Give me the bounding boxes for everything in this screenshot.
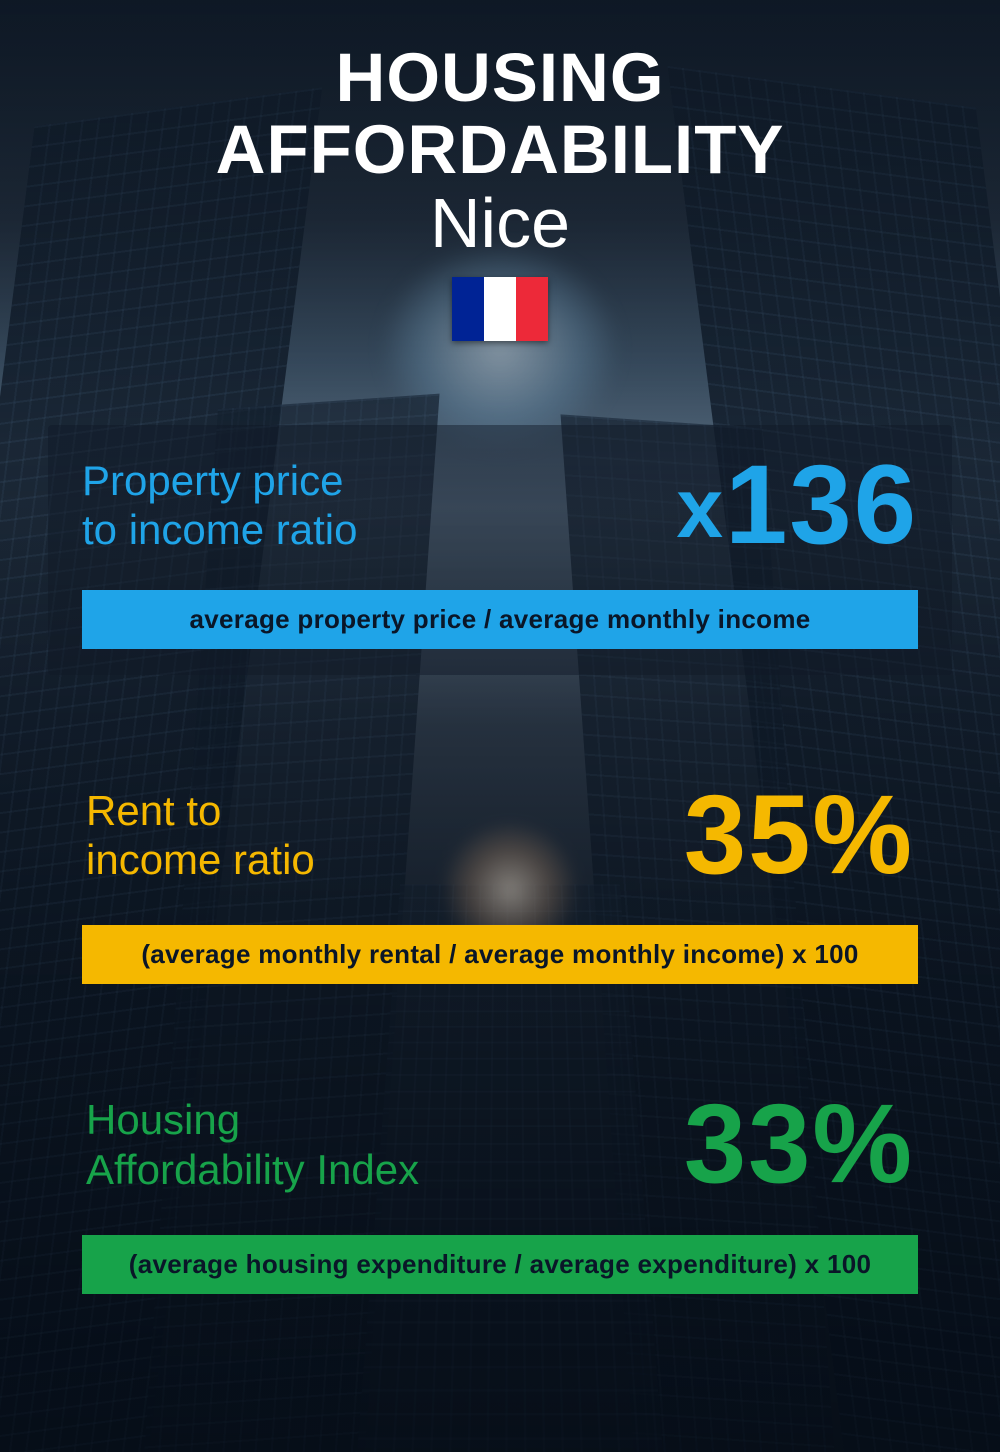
flag-stripe-white bbox=[484, 277, 516, 341]
metric-head: HousingAffordability Index 33% bbox=[82, 1094, 918, 1195]
metric-value: x136 bbox=[676, 455, 918, 556]
metric-value-number: 136 bbox=[725, 442, 918, 567]
metric-value: 33% bbox=[684, 1094, 914, 1195]
metric-label: Rent toincome ratio bbox=[86, 786, 315, 885]
metric-label: HousingAffordability Index bbox=[86, 1095, 419, 1194]
metric-card-affordability-index: HousingAffordability Index 33% (average … bbox=[48, 1094, 952, 1294]
flag-stripe-red bbox=[516, 277, 548, 341]
formula-bar: (average monthly rental / average monthl… bbox=[82, 925, 918, 984]
metric-value-prefix: x bbox=[676, 461, 725, 555]
formula-bar: (average housing expenditure / average e… bbox=[82, 1235, 918, 1294]
formula-bar: average property price / average monthly… bbox=[82, 590, 918, 649]
main-title: HOUSING AFFORDABILITY bbox=[48, 42, 952, 187]
metric-value-number: 33% bbox=[684, 1081, 914, 1206]
metric-head: Rent toincome ratio 35% bbox=[82, 785, 918, 886]
metric-value: 35% bbox=[684, 785, 914, 886]
infographic-poster: HOUSING AFFORDABILITY Nice Property pric… bbox=[0, 0, 1000, 1452]
city-subtitle: Nice bbox=[48, 183, 952, 263]
france-flag-icon bbox=[452, 277, 548, 341]
flag-stripe-blue bbox=[452, 277, 484, 341]
content-layer: HOUSING AFFORDABILITY Nice Property pric… bbox=[0, 0, 1000, 1452]
metric-card-property-price: Property priceto income ratio x136 avera… bbox=[48, 425, 952, 675]
metric-label: Property priceto income ratio bbox=[82, 456, 357, 555]
metric-value-number: 35% bbox=[684, 772, 914, 897]
metric-card-rent-income: Rent toincome ratio 35% (average monthly… bbox=[48, 785, 952, 985]
metric-head: Property priceto income ratio x136 bbox=[82, 455, 918, 556]
